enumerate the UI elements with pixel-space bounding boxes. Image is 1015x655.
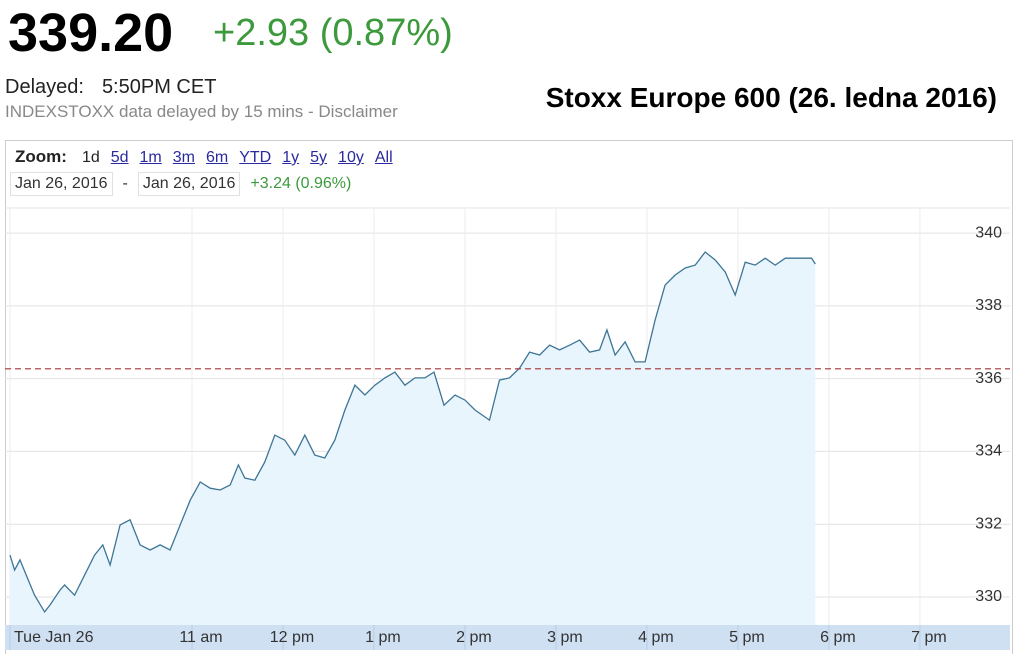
date-from[interactable]: Jan 26, 2016: [10, 172, 113, 196]
x-tick-label: 1 pm: [365, 629, 401, 646]
y-tick-label: 330: [975, 588, 1002, 605]
delayed-info: Delayed: 5:50PM CET: [5, 76, 216, 99]
y-tick-label: 332: [975, 515, 1002, 532]
zoom-bar: Zoom: 1d 5d 1m 3m 6m YTD 1y 5y 10y All: [15, 147, 393, 167]
chart-title: Stoxx Europe 600 (26. ledna 2016): [545, 82, 997, 113]
disclaimer[interactable]: INDEXSTOXX data delayed by 15 mins - Dis…: [5, 102, 398, 121]
zoom-option[interactable]: 10y: [338, 149, 364, 166]
zoom-label: Zoom:: [15, 147, 67, 166]
delayed-label: Delayed:: [5, 76, 84, 98]
price: 339.20: [8, 3, 174, 63]
x-tick-label: 5 pm: [729, 629, 765, 646]
date-separator: -: [122, 175, 128, 192]
x-tick-label: 7 pm: [911, 629, 947, 646]
zoom-option[interactable]: 5d: [110, 149, 129, 166]
x-tick-label: 11 am: [179, 629, 222, 646]
zoom-option[interactable]: 1y: [282, 149, 300, 166]
zoom-option[interactable]: 1m: [139, 149, 162, 166]
x-tick-label: 12 pm: [270, 629, 314, 646]
chart-frame: [5, 140, 1013, 654]
zoom-option[interactable]: 5y: [310, 149, 328, 166]
x-tick-label: 6 pm: [820, 629, 856, 646]
y-tick-label: 340: [975, 224, 1002, 241]
y-tick-label: 334: [975, 443, 1002, 460]
range-change: +3.24 (0.96%): [250, 175, 352, 192]
delayed-time: 5:50PM CET: [101, 76, 217, 98]
x-tick-label: 2 pm: [456, 629, 492, 646]
area-fill: [10, 252, 816, 625]
zoom-option[interactable]: All: [374, 149, 393, 166]
date-range: Jan 26, 2016 - Jan 26, 2016 +3.24 (0.96%…: [10, 172, 351, 196]
price-change: +2.93 (0.87%): [213, 12, 453, 54]
x-tick-label: 3 pm: [547, 629, 583, 646]
y-tick-label: 336: [975, 370, 1002, 387]
x-axis-band: [5, 625, 1010, 650]
x-tick-label: Tue Jan 26: [14, 629, 94, 646]
x-tick-label: 4 pm: [638, 629, 674, 646]
y-tick-label: 338: [975, 297, 1002, 314]
zoom-option[interactable]: 1d: [81, 149, 100, 166]
date-to[interactable]: Jan 26, 2016: [137, 172, 241, 196]
zoom-option[interactable]: 6m: [206, 149, 229, 166]
price-line: [9, 251, 816, 614]
zoom-option[interactable]: YTD: [239, 149, 272, 166]
zoom-option[interactable]: 3m: [172, 149, 195, 166]
